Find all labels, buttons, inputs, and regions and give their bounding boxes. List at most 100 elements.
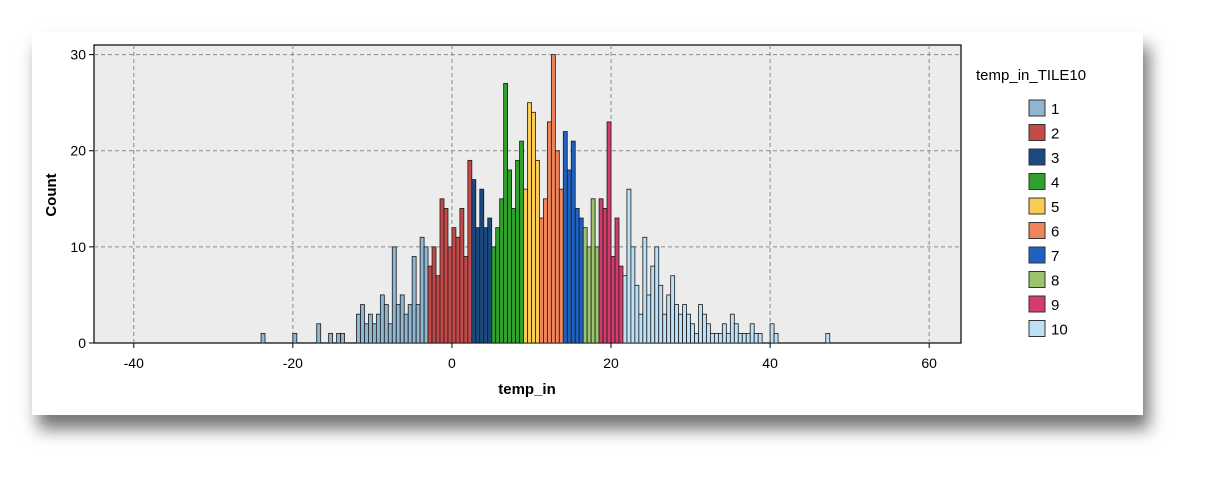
histogram-bar: [678, 313, 684, 344]
histogram-bar: [554, 150, 560, 344]
histogram-bar: [598, 198, 604, 344]
x-tick-label: 40: [762, 355, 778, 371]
histogram-bar: [459, 208, 465, 344]
histogram-bar: [670, 275, 676, 344]
histogram-bar: [614, 217, 620, 344]
histogram-bar: [694, 332, 699, 344]
histogram-bar: [511, 208, 516, 344]
histogram-bar: [725, 332, 731, 344]
legend-label-5: 5: [1051, 199, 1059, 216]
histogram-chart: -40 -20 0 20 40 60 0 10 20 30 temp_in Count temp_…: [43, 44, 1086, 398]
histogram-bar: [467, 159, 473, 344]
histogram-bar: [733, 323, 739, 344]
histogram-bar: [550, 54, 556, 344]
legend-swatch-8: [1028, 271, 1046, 288]
histogram-bar: [495, 227, 501, 344]
histogram-bar: [499, 198, 505, 344]
histogram-bar: [710, 332, 715, 344]
histogram-bar: [714, 332, 719, 344]
y-tick-label: 20: [70, 143, 86, 159]
legend-label-4: 4: [1051, 175, 1059, 192]
histogram-bar: [626, 188, 632, 344]
chart-panel: -40 -20 0 20 40 60 0 10 20 30 temp_in Count temp_…: [32, 32, 1143, 415]
histogram-bar: [531, 111, 536, 344]
histogram-bar: [570, 140, 576, 344]
histogram-bar: [562, 131, 568, 344]
x-tick-label: -40: [124, 355, 144, 371]
histogram-bar: [654, 246, 660, 344]
histogram-bar: [769, 323, 775, 344]
histogram-bar: [745, 332, 751, 344]
histogram-bar: [431, 246, 437, 344]
histogram-bar: [399, 294, 405, 344]
histogram-bar: [419, 236, 425, 344]
histogram-bar: [590, 198, 596, 344]
histogram-bar: [539, 217, 544, 344]
histogram-bar: [340, 332, 345, 344]
legend-label-9: 9: [1051, 297, 1059, 314]
histogram-bar: [543, 198, 548, 344]
histogram-bar: [535, 159, 540, 344]
histogram-bar: [638, 313, 644, 344]
histogram-bar: [371, 323, 377, 344]
y-tick-label: 10: [70, 239, 86, 255]
histogram-bar: [630, 246, 636, 344]
histogram-bar: [375, 313, 381, 344]
histogram-bar: [666, 294, 672, 344]
histogram-bar: [690, 323, 695, 344]
y-axis-title: Count: [43, 173, 60, 216]
histogram-bar: [741, 332, 747, 344]
x-tick-label: 60: [921, 355, 937, 371]
histogram-bar: [662, 313, 668, 344]
histogram-bar: [566, 169, 572, 344]
histogram-bar: [586, 246, 592, 344]
histogram-bar: [682, 304, 687, 344]
histogram-bar: [391, 246, 397, 344]
histogram-bar: [650, 265, 656, 344]
histogram-bar: [515, 159, 520, 344]
histogram-bar: [395, 304, 401, 344]
x-axis-title: temp_in: [498, 381, 556, 398]
histogram-bar: [292, 332, 298, 344]
histogram-bar: [594, 246, 600, 344]
histogram-bar: [606, 121, 612, 344]
histogram-bar: [439, 198, 445, 344]
histogram-bar: [729, 313, 735, 344]
histogram-bar: [749, 323, 755, 344]
histogram-bar: [717, 332, 723, 344]
histogram-bar: [483, 227, 489, 344]
legend-title: temp_in_TILE10: [976, 67, 1086, 84]
histogram-bar: [487, 217, 493, 344]
histogram-bar: [479, 188, 485, 344]
histogram-bar: [455, 236, 461, 344]
histogram-bar: [451, 227, 457, 344]
legend-swatch-6: [1028, 222, 1046, 239]
histogram-bar: [316, 323, 322, 344]
legend-swatch-9: [1028, 295, 1046, 313]
legend-swatch-3: [1028, 148, 1046, 166]
histogram-bar: [634, 284, 640, 344]
histogram-bar: [642, 236, 648, 344]
histogram-bar: [379, 294, 385, 344]
histogram-bar: [411, 256, 417, 344]
x-tick-label: 20: [603, 355, 619, 371]
legend-swatch-1: [1028, 99, 1046, 117]
histogram-bar: [368, 313, 373, 344]
histogram-bar: [618, 265, 624, 344]
x-tick-label: -20: [283, 355, 303, 371]
histogram-bar: [463, 256, 469, 344]
legend-label-3: 3: [1051, 150, 1059, 167]
histogram-bar: [721, 323, 727, 344]
histogram-bar: [491, 246, 497, 344]
histogram-bar: [757, 332, 763, 344]
histogram-bar: [427, 265, 433, 344]
histogram-bar: [447, 246, 453, 344]
bars: [260, 54, 831, 344]
histogram-bar: [646, 294, 652, 344]
histogram-bar: [523, 188, 528, 344]
histogram-bar: [658, 284, 664, 344]
histogram-bar: [328, 332, 334, 344]
histogram-bar: [364, 323, 369, 344]
legend: temp_in_TILE10 1 2 3 4 5 6 7 8 9 10: [976, 67, 1086, 339]
grid-lines: [94, 45, 961, 343]
